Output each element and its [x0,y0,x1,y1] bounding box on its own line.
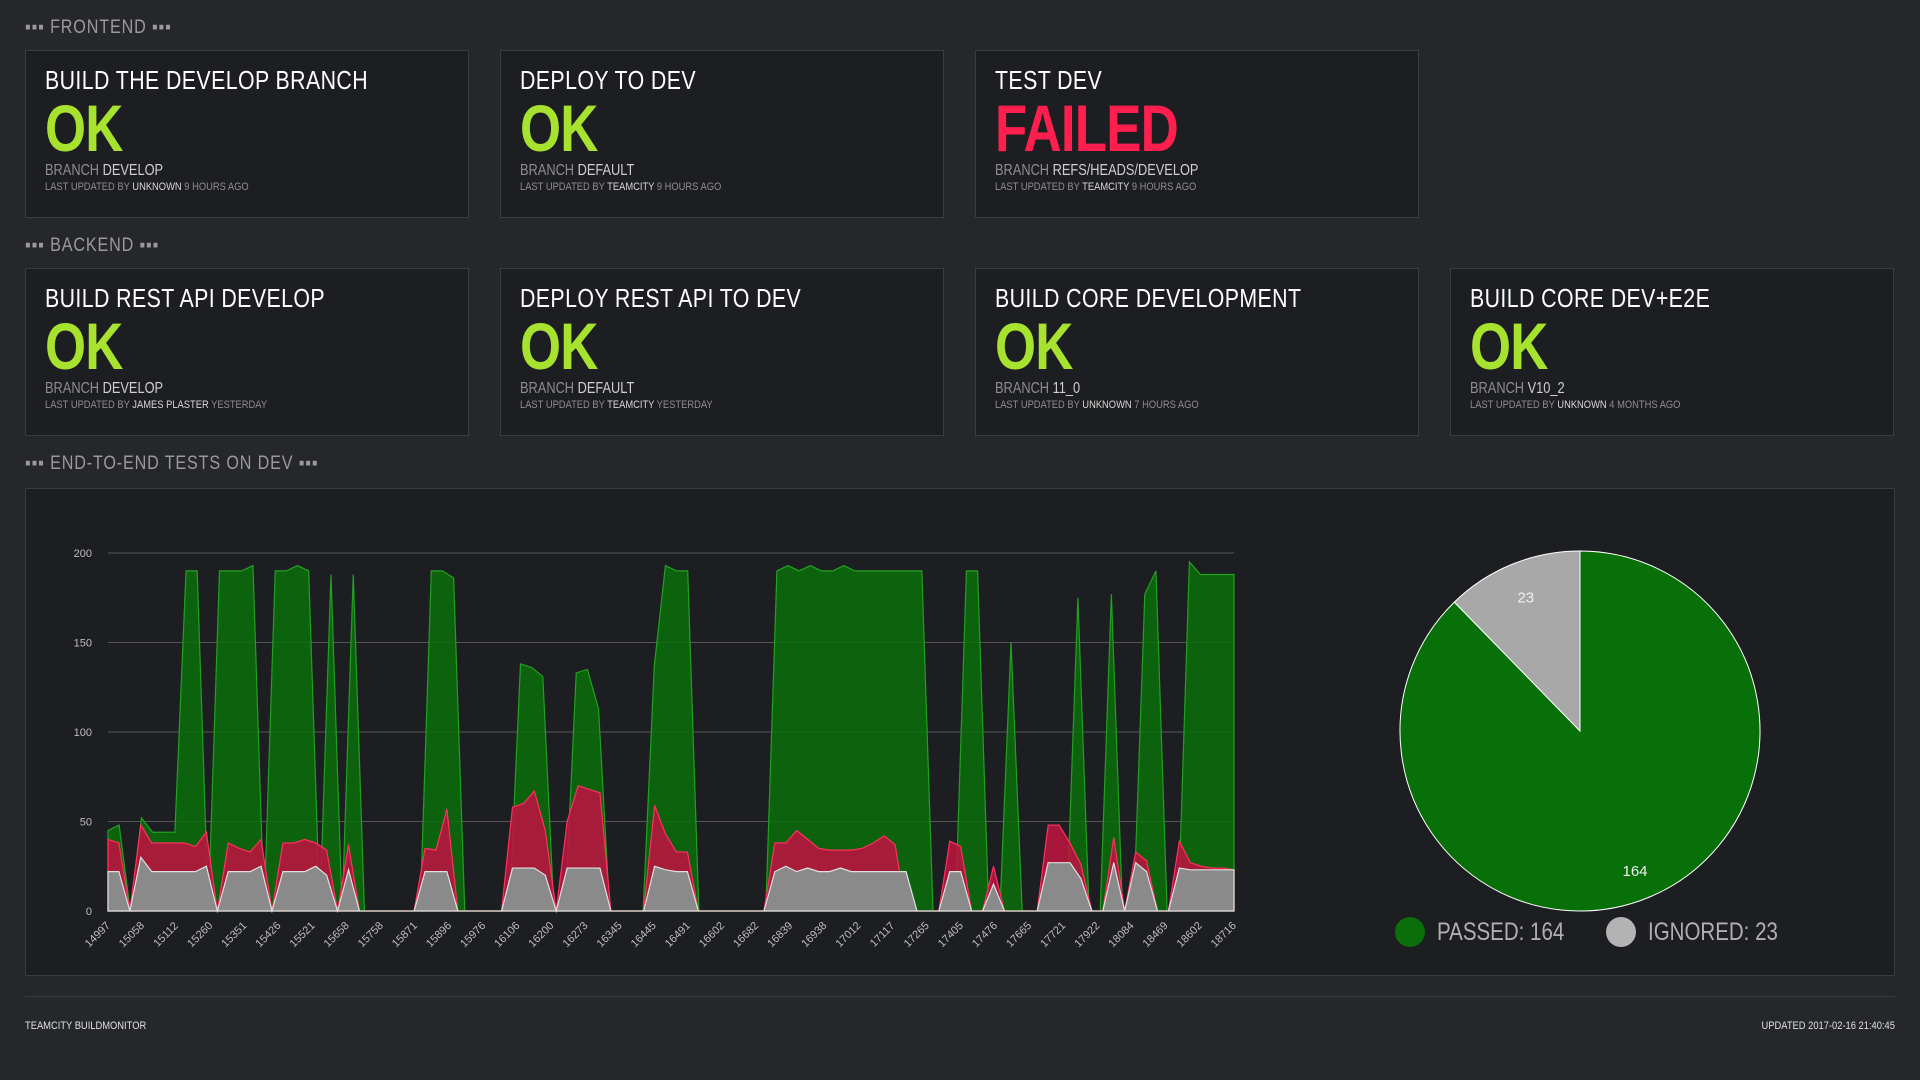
build-card[interactable]: BUILD CORE DEVELOPMENT OK BRANCH 11_0 LA… [975,268,1419,436]
build-branch: BRANCH DEVELOP [45,162,164,179]
legend-passed-swatch [1395,917,1425,947]
build-branch: BRANCH DEFAULT [520,380,635,397]
pie-slice-ignored [1453,550,1581,733]
build-title: BUILD CORE DEVELOPMENT [995,283,1302,313]
build-branch: BRANCH DEVELOP [45,380,164,397]
build-title: DEPLOY TO DEV [520,65,696,95]
build-status: OK [45,309,123,383]
build-updated: LAST UPDATED BY TEAMCITY YESTERDAY [520,399,713,411]
build-card[interactable]: BUILD CORE DEV+E2E OK BRANCH V10_2 LAST … [1450,268,1894,436]
y-tick-label: 150 [74,638,92,650]
build-updated: LAST UPDATED BY UNKNOWN 7 HOURS AGO [995,399,1199,411]
build-status: FAILED [995,91,1179,165]
build-updated: LAST UPDATED BY UNKNOWN 9 HOURS AGO [45,181,249,193]
build-status: OK [520,91,598,165]
build-branch: BRANCH DEFAULT [520,162,635,179]
build-updated: LAST UPDATED BY TEAMCITY 9 HOURS AGO [520,181,722,193]
y-tick-label: 0 [86,906,92,918]
footer-divider [25,996,1895,997]
y-tick-label: 100 [74,727,92,739]
section-title-e2e: ▪▪▪ END-TO-END TESTS ON DEV ▪▪▪ [25,453,319,474]
legend-ignored-swatch [1606,917,1636,947]
build-updated: LAST UPDATED BY JAMES PLASTER YESTERDAY [45,399,268,411]
build-updated: LAST UPDATED BY TEAMCITY 9 HOURS AGO [995,181,1197,193]
section-title-frontend: ▪▪▪ FRONTEND ▪▪▪ [25,17,172,38]
build-card[interactable]: DEPLOY REST API TO DEV OK BRANCH DEFAULT… [500,268,944,436]
build-title: TEST DEV [995,65,1103,95]
build-title: BUILD THE DEVELOP BRANCH [45,65,369,95]
legend-passed-label: PASSED: 164 [1437,917,1565,946]
legend-ignored: IGNORED: 23 [1606,917,1806,947]
build-status: OK [995,309,1073,383]
build-card[interactable]: BUILD THE DEVELOP BRANCH OK BRANCH DEVEL… [25,50,469,218]
legend-ignored-label: IGNORED: 23 [1648,917,1778,946]
build-title: BUILD CORE DEV+E2E [1470,283,1711,313]
pie-value-label: 164 [1622,863,1647,880]
build-card[interactable]: DEPLOY TO DEV OK BRANCH DEFAULT LAST UPD… [500,50,944,218]
footer-app-name: TEAMCITY BUILDMONITOR [25,1020,147,1032]
build-status: OK [520,309,598,383]
y-tick-label: 200 [74,548,92,560]
series-area-ignored [107,855,1235,914]
build-title: DEPLOY REST API TO DEV [520,283,802,313]
build-branch: BRANCH V10_2 [1470,380,1565,397]
y-tick-label: 50 [80,817,92,829]
section-title-backend: ▪▪▪ BACKEND ▪▪▪ [25,235,160,256]
build-updated: LAST UPDATED BY UNKNOWN 4 MONTHS AGO [1470,399,1681,411]
build-card[interactable]: TEST DEV FAILED BRANCH REFS/HEADS/DEVELO… [975,50,1419,218]
footer-updated-time: UPDATED 2017-02-16 21:40:45 [1761,1020,1895,1032]
build-title: BUILD REST API DEVELOP [45,283,325,313]
build-status: OK [1470,309,1548,383]
build-card[interactable]: BUILD REST API DEVELOP OK BRANCH DEVELOP… [25,268,469,436]
pie-value-label: 23 [1517,590,1534,607]
legend-passed: PASSED: 164 [1395,917,1592,947]
build-branch: BRANCH REFS/HEADS/DEVELOP [995,162,1199,179]
build-status: OK [45,91,123,165]
build-branch: BRANCH 11_0 [995,380,1081,397]
